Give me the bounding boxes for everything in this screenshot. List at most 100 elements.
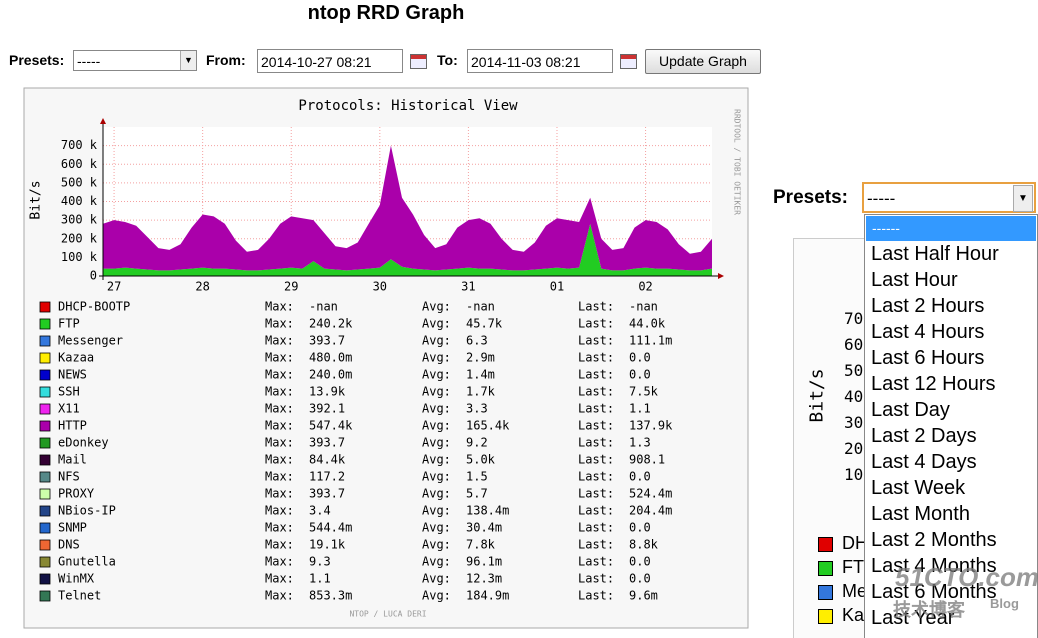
stat-label: Avg:: [422, 521, 451, 535]
stat-value: 1.1: [629, 402, 651, 416]
stat-value: 544.4m: [309, 521, 352, 535]
legend-swatch: [39, 471, 51, 483]
stat-value: 0.0: [629, 470, 651, 484]
stat-value: 5.0k: [466, 453, 496, 467]
overlay-legend-swatch: [818, 537, 833, 552]
overlay-legend-swatch: [818, 561, 833, 576]
stat-label: Avg:: [422, 504, 451, 518]
presets-value: -----: [77, 53, 101, 69]
dropdown-option[interactable]: Last Hour: [871, 269, 958, 291]
dropdown-option[interactable]: Last Day: [871, 399, 950, 421]
axis-arrow: [100, 118, 106, 124]
x-tick-label: 29: [284, 280, 298, 294]
stat-value: 19.1k: [309, 538, 346, 552]
legend-name: Telnet: [58, 589, 101, 603]
dropdown-arrow: ▼: [1013, 185, 1033, 212]
legend-name: eDonkey: [58, 436, 109, 450]
overlay-y-tick: 30: [844, 413, 864, 432]
stat-label: Max:: [265, 436, 294, 450]
presets-select[interactable]: ----- ▼: [73, 50, 197, 71]
legend-swatch: [39, 403, 51, 415]
legend-name: DHCP-BOOTP: [58, 300, 130, 314]
y-tick-label: 100 k: [61, 250, 98, 264]
stat-value: 0.0: [629, 572, 651, 586]
to-calendar[interactable]: [620, 54, 637, 69]
overlay-legend-label: FT: [842, 557, 864, 577]
overlay-y-tick: 50: [844, 361, 864, 380]
stat-value: 8.8k: [629, 538, 659, 552]
stat-label: Last:: [578, 487, 614, 501]
stat-value: 7.5k: [629, 385, 659, 399]
stat-value: 1.7k: [466, 385, 496, 399]
stat-value: 908.1: [629, 453, 665, 467]
stat-value: 165.4k: [466, 419, 510, 433]
y-tick-label: 600 k: [61, 157, 98, 171]
stat-label: Last:: [578, 453, 614, 467]
legend-swatch: [39, 505, 51, 517]
dropdown-option[interactable]: Last 2 Days: [871, 425, 977, 447]
stat-label: Avg:: [422, 436, 451, 450]
stat-label: Avg:: [422, 385, 451, 399]
stat-label: Avg:: [422, 538, 451, 552]
overlay-presets-select[interactable]: ----- ▼: [862, 182, 1036, 213]
stat-value: 547.4k: [309, 419, 353, 433]
legend-name: PROXY: [58, 487, 95, 501]
stat-label: Last:: [578, 419, 614, 433]
legend-swatch: [39, 556, 51, 568]
legend-swatch: [39, 590, 51, 602]
to-label: To:: [437, 52, 458, 68]
stat-value: 30.4m: [466, 521, 502, 535]
from-input[interactable]: 2014-10-27 08:21: [257, 49, 403, 73]
dropdown-option[interactable]: Last Year: [871, 607, 955, 629]
legend-name: WinMX: [58, 572, 95, 586]
to-input[interactable]: 2014-11-03 08:21: [467, 49, 613, 73]
stat-value: 6.3: [466, 334, 488, 348]
stat-value: 7.8k: [466, 538, 496, 552]
update-button[interactable]: Update Graph: [645, 49, 761, 74]
legend-name: NEWS: [58, 368, 87, 382]
overlay-legend-label: Me: [842, 581, 868, 601]
stat-value: 9.2: [466, 436, 488, 450]
stat-label: Last:: [578, 368, 614, 382]
legend-name: NBios-IP: [58, 504, 116, 518]
presets-dropdown: ------ Last Half Hour Last Hour Last 2 Hour…: [864, 214, 1038, 638]
stat-label: Last:: [578, 317, 614, 331]
y-tick-label: 0: [90, 269, 97, 283]
from-calendar[interactable]: [410, 54, 427, 69]
overlay-presets-label: Presets:: [773, 187, 848, 208]
overlay-legend-label: Ka: [842, 605, 865, 625]
dropdown-option[interactable]: Last 2 Months: [871, 529, 997, 551]
dropdown-option[interactable]: Last Week: [871, 477, 966, 499]
stat-value: 0.0: [629, 351, 651, 365]
y-tick-label: 300 k: [61, 213, 98, 227]
legend-name: SNMP: [58, 521, 87, 535]
legend-name: Gnutella: [58, 555, 116, 569]
stat-value: -nan: [466, 300, 495, 314]
stat-value: 1.3: [629, 436, 651, 450]
area: [103, 223, 712, 276]
dropdown-option[interactable]: Last Month: [871, 503, 970, 525]
stat-label: Last:: [578, 436, 614, 450]
stat-value: 117.2: [309, 470, 345, 484]
dropdown-option[interactable]: Last 6 Months: [871, 581, 997, 603]
stat-value: 1.1: [309, 572, 331, 586]
legend-name: HTTP: [58, 419, 87, 433]
dropdown-option[interactable]: Last 4 Hours: [871, 321, 985, 343]
stat-value: 480.0m: [309, 351, 352, 365]
dropdown-option[interactable]: Last 6 Hours: [871, 347, 985, 369]
dropdown-option[interactable]: Last 2 Hours: [871, 295, 985, 317]
dropdown-option[interactable]: Last 4 Days: [871, 451, 977, 473]
stat-label: Max:: [265, 555, 294, 569]
dropdown-option[interactable]: Last Half Hour: [871, 243, 999, 265]
watermark-subtitle: 技术博客: [893, 600, 965, 620]
stat-label: Last:: [578, 555, 614, 569]
stat-label: Last:: [578, 351, 614, 365]
stat-label: Avg:: [422, 334, 451, 348]
stat-label: Max:: [265, 453, 294, 467]
dropdown-option[interactable]: ------: [866, 216, 1036, 241]
dropdown-option[interactable]: Last 12 Hours: [871, 373, 996, 395]
dropdown-option[interactable]: Last 4 Months: [871, 555, 997, 577]
legend-name: DNS: [58, 538, 80, 552]
overlay-legend-label: DH: [842, 533, 868, 553]
stat-label: Avg:: [422, 470, 451, 484]
